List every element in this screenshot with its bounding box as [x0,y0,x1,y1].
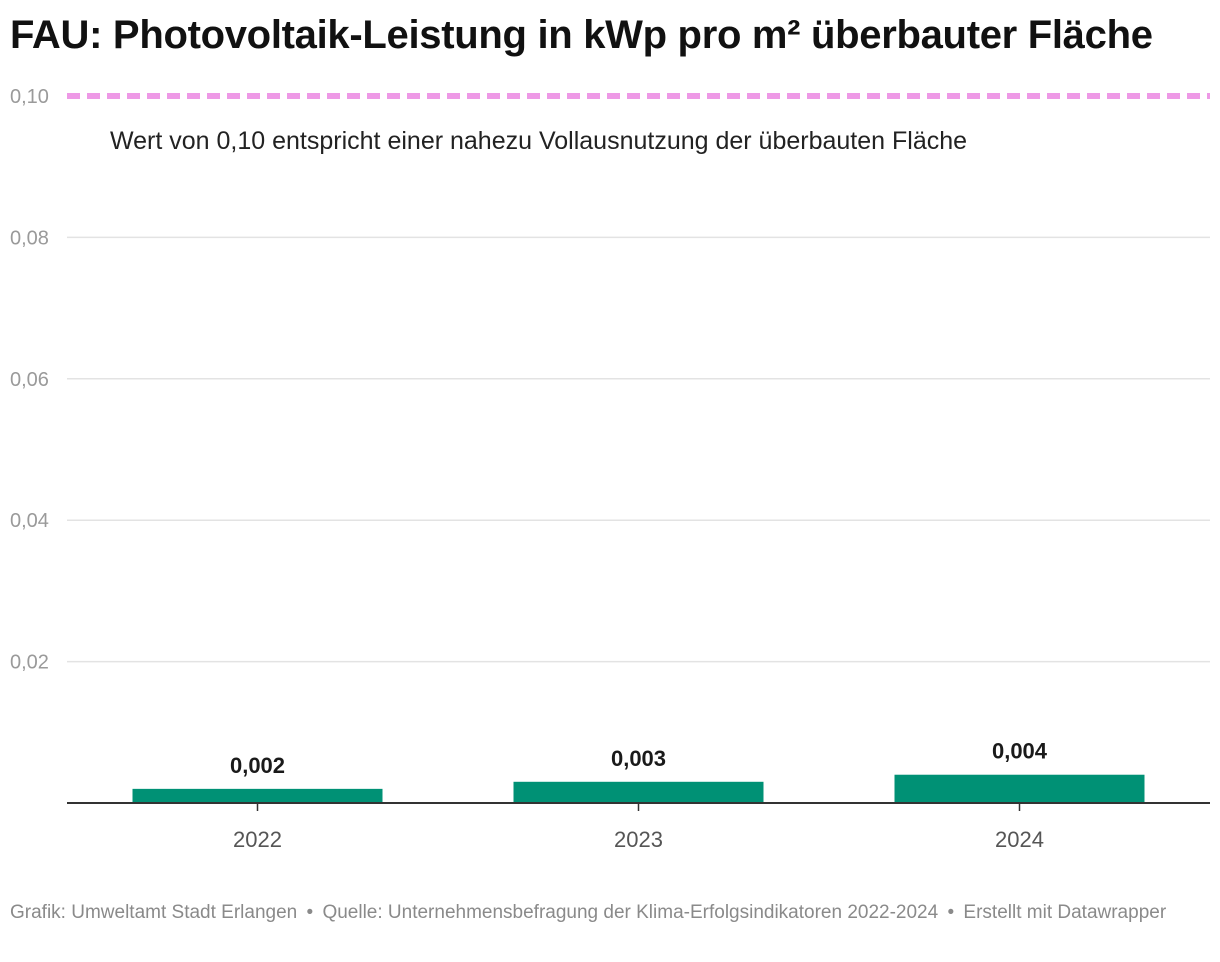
footer-separator: • [947,902,955,923]
reference-annotation: Wert von 0,10 entspricht einer nahezu Vo… [110,127,967,155]
grid-lines [67,236,1210,663]
bar-2022 [132,788,383,803]
footer-graphic-credit: Grafik: Umweltamt Stadt Erlangen [10,902,298,923]
footer-datawrapper-credit: Erstellt mit Datawrapper [963,902,1167,923]
y-tick-label: 0,10 [10,86,49,108]
footer-separator: • [306,902,314,923]
y-tick-label: 0,06 [10,369,49,391]
bar-value-label: 0,003 [611,746,666,771]
bars [132,774,1145,803]
bar-2024 [894,774,1145,803]
footer-source: Quelle: Unternehmensbefragung der Klima-… [322,902,939,923]
labels: 0,02 0,04 0,06 0,08 0,10 0,002 2022 0,003 2023 0,… [10,86,1048,852]
x-tick-label: 2022 [233,827,282,852]
reference-line-group: Wert von 0,10 entspricht einer nahezu Vo… [67,93,1210,155]
chart-title: FAU: Photovoltaik-Leistung in kWp pro m²… [10,13,1153,57]
chart-footer: Grafik: Umweltamt Stadt Erlangen • Quell… [10,900,1205,926]
x-axis [67,802,1210,811]
y-tick-label: 0,08 [10,227,49,249]
bar-2023 [513,781,764,803]
bar-value-label: 0,002 [230,753,285,778]
y-tick-label: 0,04 [10,510,49,532]
x-tick-label: 2023 [614,827,663,852]
bar-chart: Wert von 0,10 entspricht einer nahezu Vo… [10,86,1210,852]
x-tick-label: 2024 [995,827,1044,852]
y-tick-label: 0,02 [10,652,49,674]
bar-value-label: 0,004 [992,739,1048,764]
